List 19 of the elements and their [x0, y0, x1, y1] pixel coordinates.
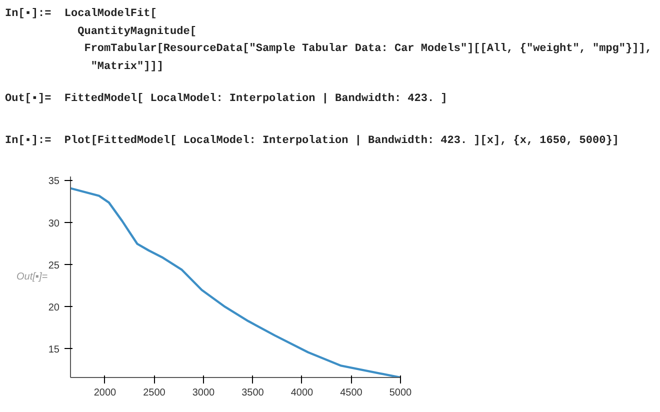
- y-tick-label: 15: [48, 344, 60, 356]
- text: In[▪]:= LocalModelFit[: [5, 7, 158, 22]
- text: In[▪]:= Plot[FittedModel[ LocalModel: Interpolation | Bandwidth: 423. ][x], {x, 1650, 5000}]: [5, 134, 620, 149]
- x-tick-label: 4000: [290, 388, 314, 398]
- x-tick-label: 3500: [242, 388, 264, 398]
- text: "Matrix"]]]: [90, 60, 164, 76]
- x-tick-label: 2500: [143, 388, 166, 398]
- x-tick-label: 4500: [340, 388, 363, 398]
- x-tick-label: 5000: [389, 388, 412, 398]
- x-tick-label: 3000: [192, 388, 216, 398]
- text: QuantityMagnitude[: [76, 24, 198, 40]
- text: FromTabular[ResourceData["Sample Tabular Data: Car Models"][[All, {"weight", "mpg"}]],: [83, 42, 652, 58]
- y-tick-label: 20: [48, 302, 60, 314]
- y-tick-label: 35: [48, 176, 60, 188]
- y-tick-label: 25: [48, 260, 60, 272]
- text: Out[▪]= FittedModel[ LocalModel: Interpolation | Bandwidth: 423. ]: [5, 92, 448, 107]
- x-tick-label: 2000: [94, 388, 117, 398]
- y-tick-label: 30: [48, 218, 60, 230]
- text: Out[▪]=: [16, 272, 48, 282]
